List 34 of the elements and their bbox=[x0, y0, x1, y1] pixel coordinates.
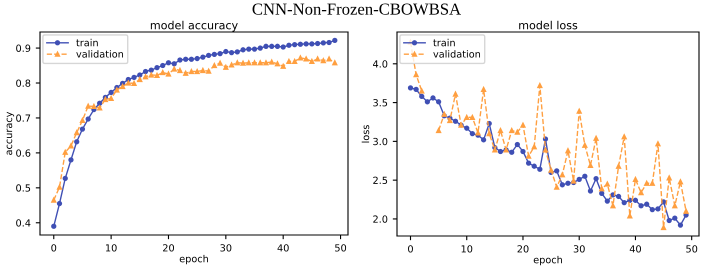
text: CNN-Non-Frozen-CBOWBSA bbox=[252, 4, 461, 15]
x-tick-label: 10 bbox=[462, 245, 472, 253]
x-tick-label: 20 bbox=[518, 245, 529, 253]
y-tick-label: 0.9 bbox=[16, 44, 30, 52]
chart-title: model accuracy bbox=[150, 20, 238, 32]
x-tick-label: 30 bbox=[220, 244, 232, 252]
x-axis-title: epoch bbox=[180, 254, 208, 264]
x-tick-label: 40 bbox=[630, 245, 641, 253]
y-tick-label: 2.0 bbox=[373, 215, 388, 223]
y-axis-title: loss bbox=[362, 125, 370, 142]
y-tick-label: 3.0 bbox=[373, 138, 388, 146]
x-tick-label: 0 bbox=[51, 244, 56, 252]
x-tick-label: 50 bbox=[335, 244, 346, 252]
y-axis-title: accuracy bbox=[6, 112, 14, 155]
chart-title: model loss bbox=[519, 20, 578, 30]
legend-label: validation bbox=[76, 50, 124, 58]
y-tick-label: 3.5 bbox=[373, 99, 388, 106]
legend-label: train bbox=[76, 38, 98, 46]
x-tick-label: 0 bbox=[408, 245, 413, 253]
y-tick-label: 0.8 bbox=[16, 79, 30, 87]
x-axis-title: epoch bbox=[534, 256, 562, 266]
y-tick-label: 0.7 bbox=[16, 114, 30, 122]
y-tick-label: 0.6 bbox=[16, 149, 30, 157]
x-tick-label: 50 bbox=[686, 245, 698, 253]
x-tick-label: 40 bbox=[277, 244, 289, 252]
y-tick-label: 0.5 bbox=[16, 184, 30, 192]
x-tick-label: 30 bbox=[574, 245, 585, 253]
x-tick-label: 20 bbox=[163, 244, 174, 252]
y-tick-label: 4.0 bbox=[372, 60, 388, 68]
legend-label: train bbox=[433, 38, 455, 46]
legend-label: validation bbox=[433, 50, 480, 58]
y-tick-label: 0.4 bbox=[16, 219, 30, 227]
x-tick-label: 10 bbox=[106, 244, 117, 252]
y-tick-label: 2.5 bbox=[373, 176, 388, 184]
